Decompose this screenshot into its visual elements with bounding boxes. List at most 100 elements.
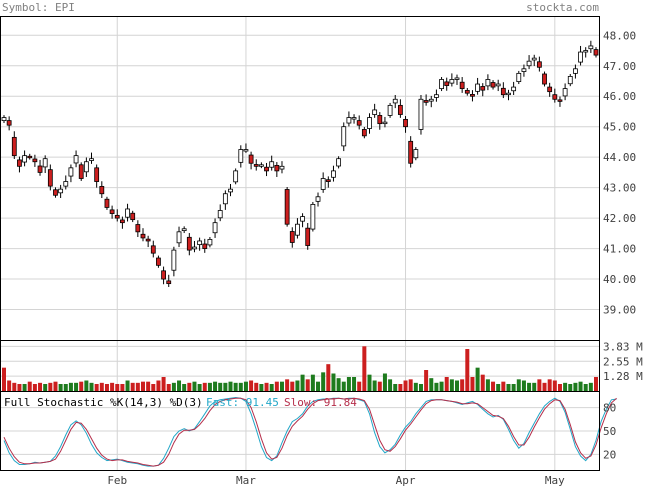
- volume-bar: [346, 377, 351, 391]
- candle-down: [37, 165, 43, 173]
- candle-up: [573, 68, 578, 74]
- volume-bar: [424, 370, 429, 391]
- volume-bar: [135, 382, 140, 391]
- candle-up: [516, 72, 522, 83]
- candle-down: [536, 61, 542, 68]
- volume-bar: [171, 382, 176, 391]
- candle-down: [284, 189, 290, 225]
- volume-bar: [187, 382, 192, 391]
- volume-bar: [295, 380, 300, 391]
- volume-bar: [583, 384, 588, 391]
- candle-down: [104, 198, 110, 208]
- candle-down: [114, 214, 120, 219]
- volume-bar: [12, 382, 17, 391]
- candle-up: [258, 164, 264, 167]
- stoch-tick-label: 50: [603, 425, 616, 438]
- stochastic-lines: [3, 396, 617, 467]
- volume-bar: [161, 377, 166, 391]
- volume-bar: [305, 379, 310, 391]
- candle-up: [341, 126, 347, 147]
- candle-up: [320, 178, 326, 190]
- candle-up: [233, 170, 239, 183]
- volume-bar: [213, 381, 218, 391]
- candle-up: [1, 117, 7, 122]
- volume-bar: [491, 381, 496, 391]
- volume-bar: [547, 379, 552, 391]
- candle-down: [253, 164, 259, 167]
- candle-down: [248, 154, 254, 164]
- volume-bar: [367, 374, 372, 391]
- month-label: Mar: [236, 474, 256, 486]
- volume-bar: [125, 380, 130, 391]
- volume-bar: [89, 382, 94, 391]
- volume-bar: [254, 382, 259, 391]
- volume-bar: [552, 380, 557, 391]
- volume-bar: [578, 381, 583, 391]
- candle-up: [300, 216, 305, 222]
- candle-up: [439, 79, 444, 90]
- candle-down: [140, 233, 146, 239]
- volume-bar: [166, 384, 171, 391]
- candle-down: [356, 120, 362, 126]
- volume-bar: [506, 384, 511, 391]
- candle-up: [83, 161, 89, 173]
- volume-bar: [151, 384, 156, 391]
- volume-bar: [511, 384, 516, 391]
- volume-bar: [321, 372, 326, 391]
- volume-bar: [460, 379, 465, 391]
- candle-up: [42, 158, 48, 168]
- candle-up: [351, 117, 357, 120]
- candle-down: [274, 164, 280, 172]
- volume-bar: [542, 382, 547, 391]
- candle-up: [578, 51, 583, 63]
- candle-up: [562, 88, 568, 97]
- volume-bar: [104, 384, 109, 391]
- fast-label: Fast: 91.45: [206, 396, 279, 409]
- price-tick-label: 39.00: [603, 304, 636, 317]
- candle-down: [459, 81, 465, 90]
- volume-bar: [393, 384, 398, 391]
- volume-bar: [316, 381, 321, 391]
- candle-down: [305, 227, 311, 246]
- candle-up: [588, 45, 594, 50]
- candle-up: [207, 239, 213, 246]
- volume-bar: [357, 381, 362, 391]
- volume-bar: [485, 379, 490, 391]
- candle-down: [78, 164, 84, 179]
- candle-down: [135, 224, 141, 233]
- candle-up: [454, 77, 460, 80]
- candle-up: [269, 161, 275, 168]
- candle-down: [444, 81, 450, 86]
- candle-down: [156, 257, 161, 266]
- candle-down: [557, 99, 563, 102]
- candle-up: [387, 104, 393, 116]
- candle-up: [125, 208, 130, 218]
- volume-bar: [192, 381, 197, 391]
- candle-down: [408, 140, 414, 164]
- axis-labels: 39.00 40.00 41.00 42.00 43.00 44.00 45.00 46.00…: [107, 29, 643, 486]
- volume-bar: [429, 378, 434, 391]
- volume-bar: [269, 384, 274, 391]
- candle-down: [161, 270, 166, 280]
- volume-bar: [285, 379, 290, 391]
- volume-bar: [563, 382, 568, 391]
- candle-up: [212, 222, 218, 234]
- stoch-tick-label: 20: [603, 448, 616, 461]
- volume-bar: [48, 382, 53, 391]
- volume-bar: [233, 382, 238, 391]
- candle-up: [181, 228, 187, 232]
- price-tick-label: 46.00: [603, 90, 636, 103]
- candle-up: [58, 188, 64, 194]
- candle-up: [413, 149, 419, 159]
- volume-bar: [32, 384, 37, 391]
- price-tick-label: 45.00: [603, 121, 636, 134]
- volume-bars: [2, 346, 598, 391]
- volume-bar: [516, 379, 521, 391]
- candle-up: [495, 83, 501, 87]
- candle-up: [526, 60, 532, 67]
- volume-bar: [182, 384, 187, 391]
- volume-bar: [279, 381, 284, 391]
- candle-down: [6, 120, 12, 126]
- volume-bar: [243, 381, 248, 391]
